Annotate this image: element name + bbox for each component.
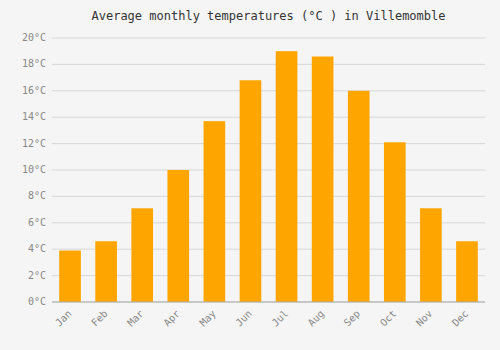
x-axis-line [52,302,485,303]
x-tick-label: Mar [125,308,146,329]
x-tick-label: May [197,308,218,329]
bar [59,251,81,302]
bar [240,80,262,302]
bar [131,208,153,302]
x-tick-label: Oct [378,308,399,329]
grid-line [52,64,485,65]
x-axis: Jan Feb Mar Apr May Jun Jul Aug Sep Oct Nov Dec [52,302,485,328]
y-tick-label: 0°C [28,296,46,307]
y-axis: 0°C 2°C 4°C 6°C 8°C 10°C 12°C 14°C 16°C 18°C 20°C [22,32,46,307]
grid-line [52,38,485,39]
grid-line [52,117,485,118]
x-tick-label: Aug [306,308,327,329]
x-tick-label: Jun [233,308,254,329]
bar [420,208,442,302]
y-tick-label: 2°C [28,270,46,281]
y-tick-label: 16°C [22,85,46,96]
chart-title: Average monthly temperatures (°C ) in Vi… [91,9,445,23]
y-tick-label: 18°C [22,58,46,69]
y-tick-label: 8°C [28,190,46,201]
background [0,0,500,350]
bar [167,170,189,302]
bar [456,241,478,302]
bar [95,241,117,302]
grid-line [52,196,485,197]
grid-line [52,90,485,91]
x-tick-label: Feb [89,308,110,329]
x-tick-label: Nov [414,308,435,329]
y-tick-label: 12°C [22,138,46,149]
bar [204,121,226,302]
y-tick-label: 10°C [22,164,46,175]
bar [384,142,406,302]
grid-line [52,170,485,171]
y-grid [52,38,485,302]
bar [312,56,334,302]
grid-line [52,302,485,303]
y-tick-label: 14°C [22,111,46,122]
chart-container: Average monthly temperatures (°C ) in Vi… [0,0,500,350]
x-tick-label: Sep [342,308,363,329]
chart-svg: Average monthly temperatures (°C ) in Vi… [0,0,500,350]
bars [59,51,478,302]
x-tick-label: Apr [161,308,182,329]
y-tick-label: 4°C [28,243,46,254]
y-tick-label: 20°C [22,32,46,43]
x-tick-label: Jul [270,308,291,329]
bar [348,91,370,302]
y-tick-label: 6°C [28,217,46,228]
x-tick-label: Jan [53,308,74,329]
x-tick-label: Dec [450,308,471,329]
bar [276,51,298,302]
grid-line [52,143,485,144]
